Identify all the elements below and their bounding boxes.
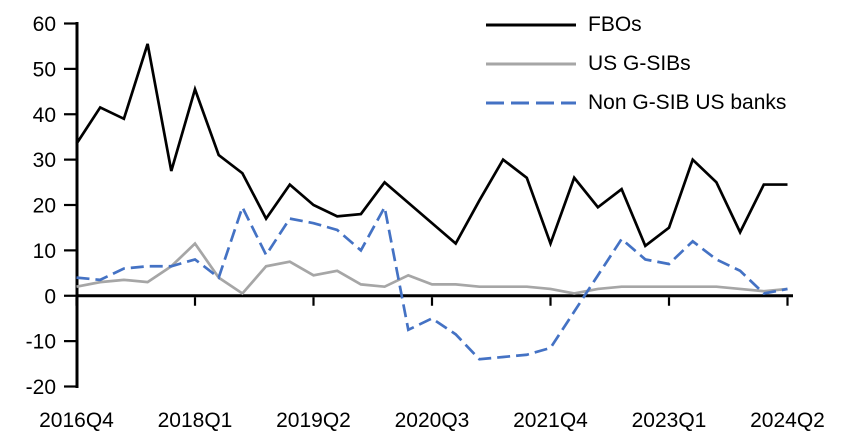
legend-label-non-gsib-us-banks: Non G-SIB US banks — [588, 90, 787, 114]
x-axis-tick-label: 2018Q1 — [158, 409, 233, 432]
series-line-fbos — [75, 43, 788, 248]
y-axis-tick-label: 60 — [33, 13, 56, 36]
legend-item-us-gsibs: US G-SIBs — [486, 44, 786, 83]
y-axis-tick-label: 30 — [33, 149, 56, 172]
legend-label-us-gsibs: US G-SIBs — [588, 51, 691, 75]
x-axis-tick-label: 2016Q4 — [39, 409, 114, 432]
y-axis-tick-label: 40 — [33, 104, 56, 127]
y-axis-tick-label: 50 — [33, 58, 56, 81]
y-axis-tick-label: -10 — [26, 331, 56, 354]
legend-swatch-us-gsibs — [486, 62, 576, 65]
y-axis-tick-label: 20 — [33, 195, 56, 218]
y-axis-tick-label: 10 — [33, 240, 56, 263]
legend-item-non-gsib-us-banks: Non G-SIB US banks — [486, 83, 786, 122]
y-axis-tick-label: 0 — [44, 285, 56, 308]
legend-swatch-fbos — [486, 23, 576, 26]
x-axis-tick-label: 2024Q2 — [750, 409, 825, 432]
series-line-non-g-sib-us-banks — [76, 203, 788, 361]
x-axis-tick-label: 2019Q2 — [276, 409, 351, 432]
x-axis-tick-label: 2021Q4 — [513, 409, 588, 432]
legend-item-fbos: FBOs — [486, 5, 786, 44]
legend-swatch-non-gsib-us-banks — [486, 101, 576, 104]
x-axis-tick-label: 2023Q1 — [632, 409, 707, 432]
x-axis-tick-label: 2020Q3 — [395, 409, 470, 432]
legend: FBOs US G-SIBs Non G-SIB US banks — [486, 5, 786, 122]
legend-label-fbos: FBOs — [588, 12, 642, 36]
y-axis-tick-label: -20 — [26, 376, 56, 399]
series-line-us-g-sibs — [76, 241, 788, 296]
